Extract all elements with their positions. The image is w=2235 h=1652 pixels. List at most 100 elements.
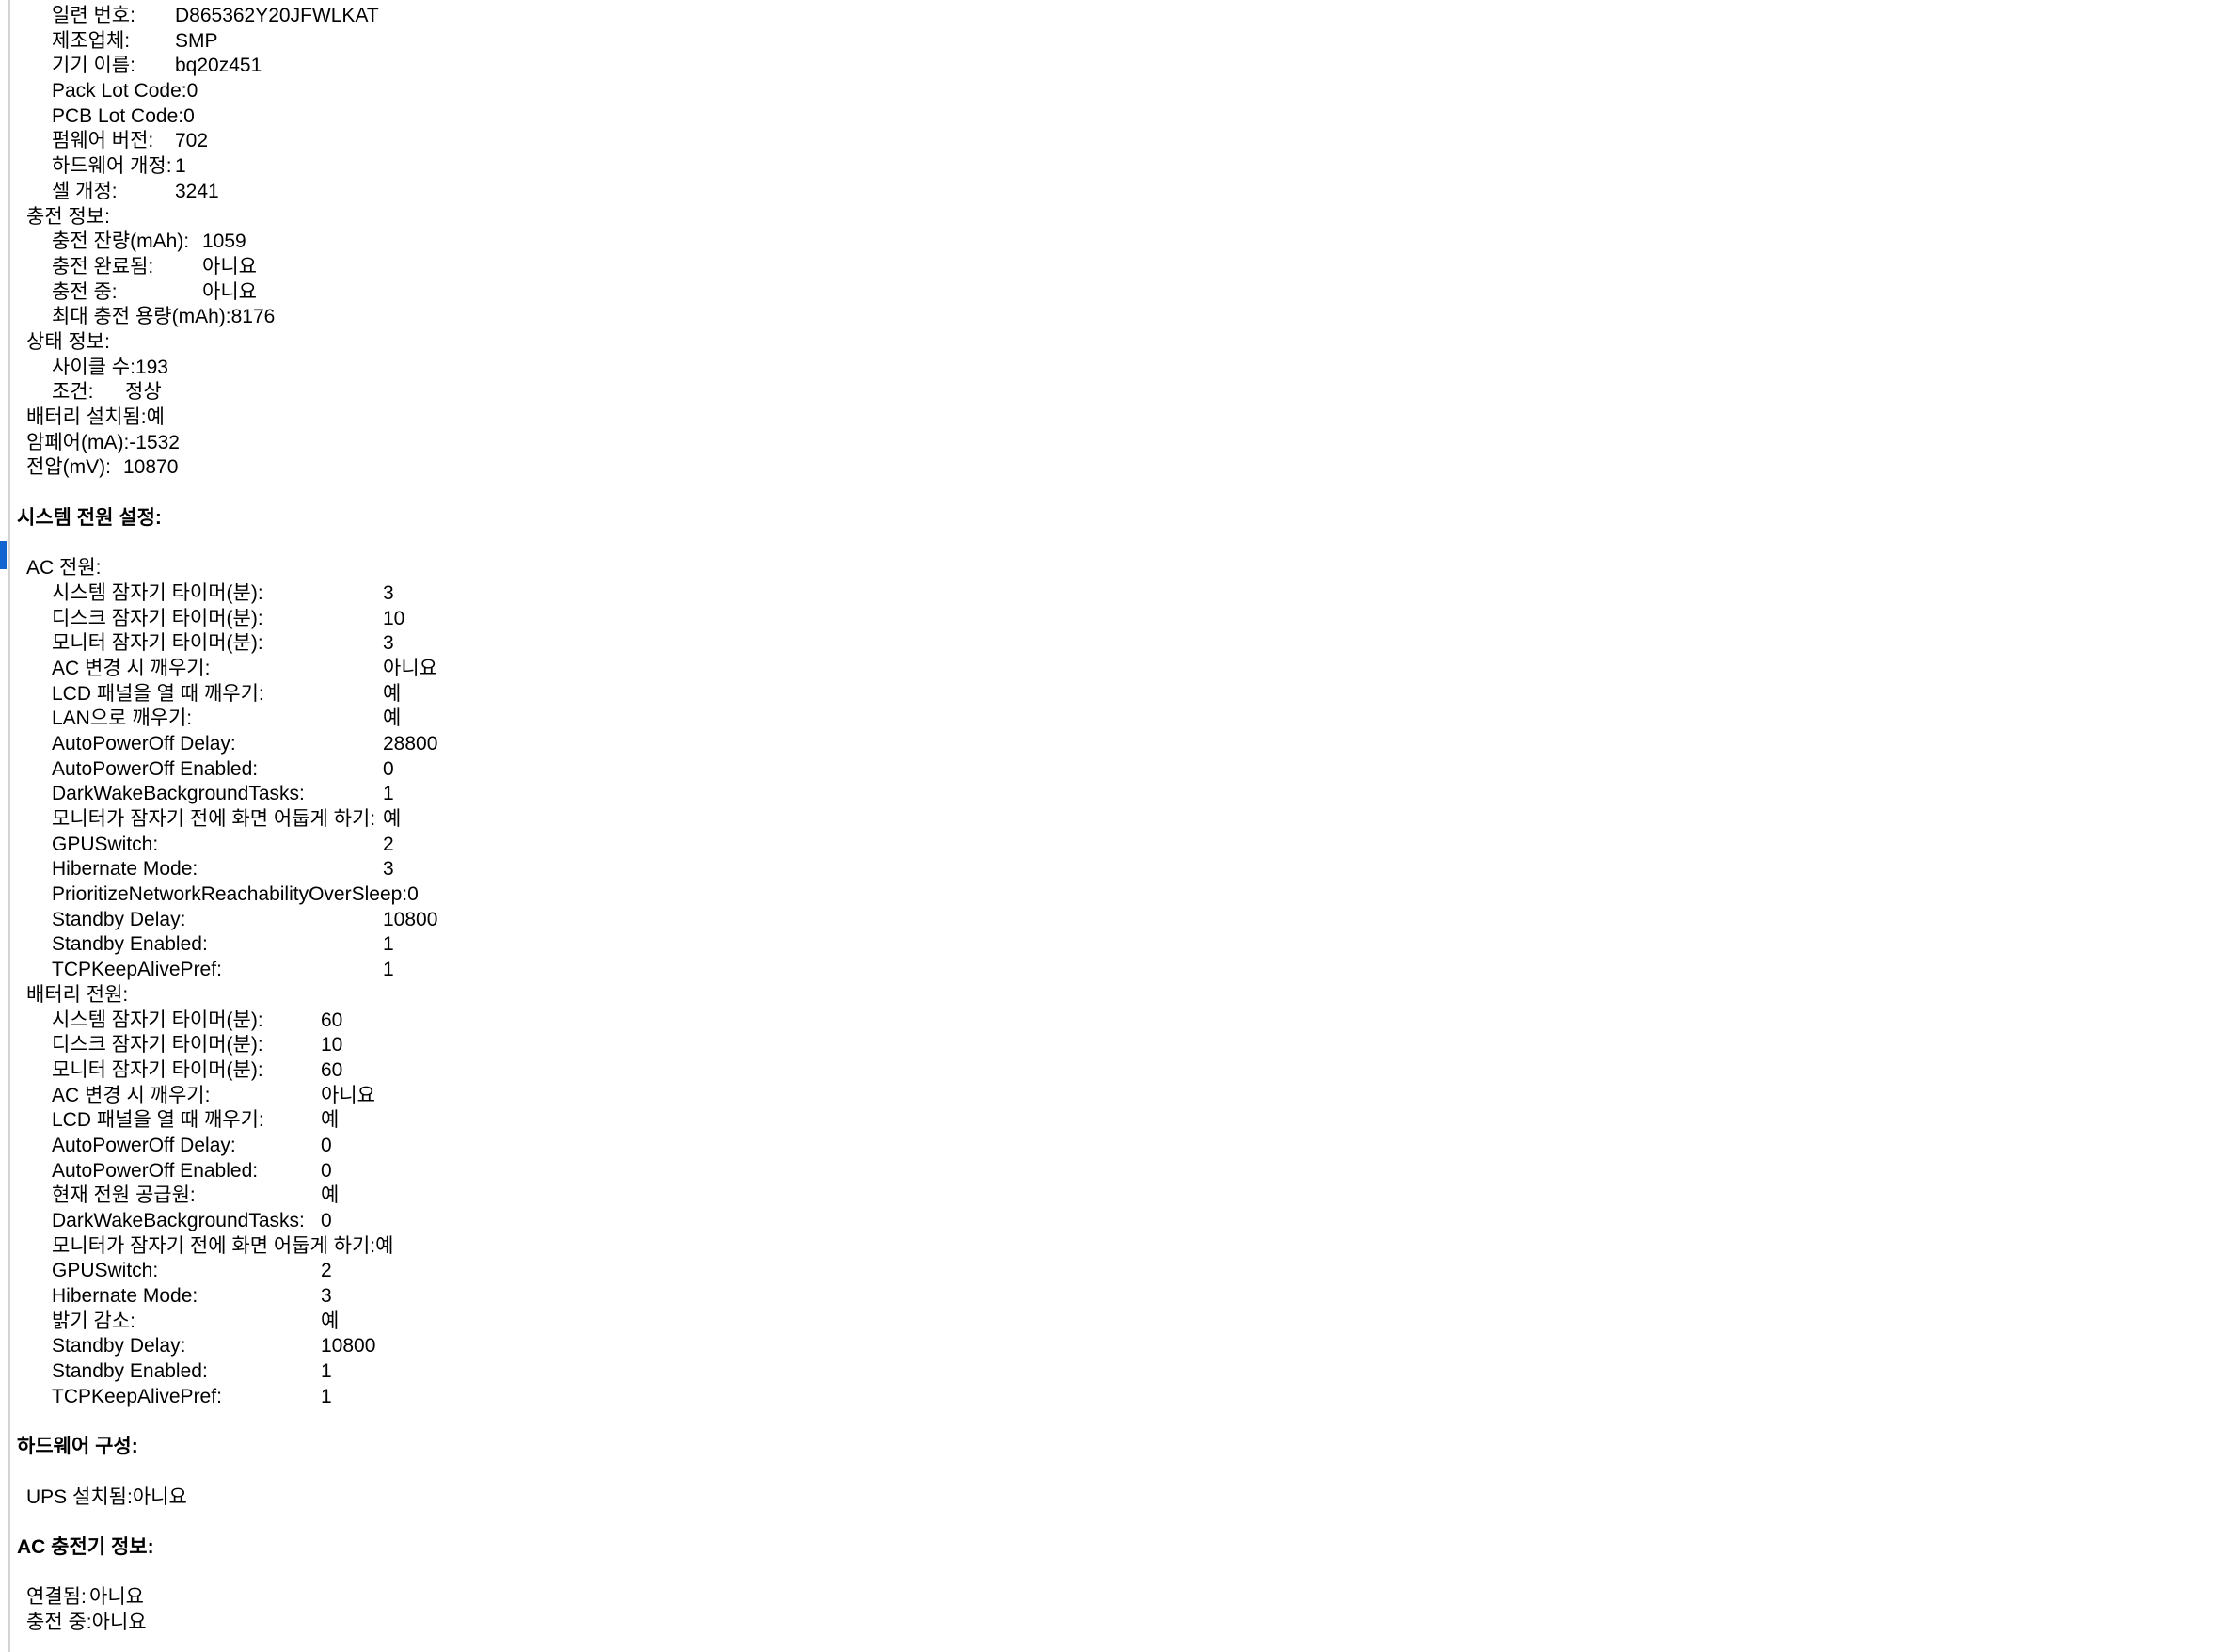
row-label: LCD 패널을 열 때 깨우기:: [52, 1109, 264, 1132]
info-row: 충전 중: 아니요: [0, 280, 2235, 306]
row-label: 제조업체:: [52, 29, 131, 52]
row-value: 0: [407, 883, 419, 906]
row-label: PCB Lot Code:: [52, 104, 184, 127]
row-label: 디스크 잠자기 타이머(분):: [52, 1034, 263, 1056]
row-value: 1: [383, 933, 394, 956]
row-value: 0: [321, 1159, 332, 1182]
row-label: 하드웨어 개정:: [52, 155, 172, 178]
row-label: 연결됨:: [26, 1586, 87, 1609]
row-value: 0: [186, 80, 198, 103]
row-label: 사이클 수:: [52, 356, 135, 378]
row-label: GPUSwitch:: [52, 833, 159, 855]
row-value: 10: [321, 1034, 343, 1056]
row-value: 예: [146, 406, 165, 428]
row-value: 10800: [383, 908, 438, 930]
row-value: 2: [321, 1260, 332, 1282]
row-value: 10800: [321, 1335, 376, 1358]
info-row: 펌웨어 버전: 702: [0, 129, 2235, 154]
info-row: AutoPowerOff Delay: 28800: [0, 732, 2235, 757]
info-row: 시스템 잠자기 타이머(분): 60: [0, 1009, 2235, 1034]
info-row: Standby Enabled: 1: [0, 1359, 2235, 1385]
row-label: Hibernate Mode:: [52, 1285, 198, 1308]
info-row: AutoPowerOff Delay: 0: [0, 1134, 2235, 1159]
row-label: TCPKeepAlivePref:: [52, 1385, 222, 1407]
info-row: 모니터가 잠자기 전에 화면 어둡게 하기:예: [0, 807, 2235, 833]
info-row: 조건: 정상: [0, 380, 2235, 405]
info-row: UPS 설치됨:아니요: [0, 1485, 2235, 1511]
info-row: Pack Lot Code:0: [0, 79, 2235, 104]
blank-line: [0, 531, 2235, 556]
info-row: Hibernate Mode: 3: [0, 857, 2235, 882]
info-row: Hibernate Mode: 3: [0, 1284, 2235, 1310]
info-row: DarkWakeBackgroundTasks: 1: [0, 782, 2235, 807]
row-label: AC 변경 시 깨우기:: [52, 657, 211, 679]
info-row: 모니터가 잠자기 전에 화면 어둡게 하기:예: [0, 1234, 2235, 1260]
group-label-text: AC 전원:: [26, 557, 102, 580]
row-value: 193: [135, 356, 168, 378]
info-row: 제조업체: SMP: [0, 29, 2235, 55]
row-value: 10: [383, 607, 405, 629]
row-label: 모니터 잠자기 타이머(분):: [52, 632, 263, 655]
info-row: 연결됨: 아니요: [0, 1585, 2235, 1611]
group-label: 배터리 전원:: [0, 983, 2235, 1009]
row-label: 충전 중:: [52, 280, 118, 303]
row-label: 배터리 설치됨:: [26, 406, 147, 428]
system-info-report-pane[interactable]: 일련 번호: D865362Y20JFWLKAT 제조업체: SMP 기기 이름: bq2…: [0, 4, 2235, 1636]
row-value: 0: [321, 1134, 332, 1156]
row-value: 아니요: [132, 1485, 187, 1508]
row-value: 1: [383, 959, 394, 981]
row-value: 정상: [125, 381, 162, 404]
info-row: 현재 전원 공급원: 예: [0, 1183, 2235, 1209]
row-value: 60: [321, 1009, 343, 1031]
row-label: DarkWakeBackgroundTasks:: [52, 783, 305, 805]
row-label: Standby Enabled:: [52, 1360, 208, 1383]
selection-indicator: [0, 541, 7, 569]
row-value: 702: [175, 130, 209, 152]
info-row: 디스크 잠자기 타이머(분): 10: [0, 1033, 2235, 1058]
row-label: DarkWakeBackgroundTasks:: [52, 1210, 305, 1231]
row-value: 0: [321, 1210, 332, 1231]
info-row: Standby Delay: 10800: [0, 1334, 2235, 1359]
section-header: 하드웨어 구성:: [0, 1435, 2235, 1460]
info-row: 사이클 수:193: [0, 356, 2235, 381]
info-row: TCPKeepAlivePref: 1: [0, 958, 2235, 983]
info-row: LCD 패널을 열 때 깨우기: 예: [0, 682, 2235, 707]
info-row: LCD 패널을 열 때 깨우기: 예: [0, 1108, 2235, 1134]
row-label: 조건:: [52, 381, 94, 404]
section-header-label: AC 충전기 정보:: [17, 1535, 154, 1558]
row-value: -1532: [129, 431, 180, 453]
row-label: UPS 설치됨:: [26, 1485, 133, 1508]
row-label: GPUSwitch:: [52, 1260, 159, 1282]
info-row: 암페어(mA):-1532: [0, 431, 2235, 456]
row-label: 전압(mV):: [26, 456, 111, 479]
row-label: AutoPowerOff Enabled:: [52, 1159, 259, 1182]
row-label: LAN으로 깨우기:: [52, 707, 193, 730]
row-value: 예: [321, 1184, 340, 1207]
row-label: 기기 이름:: [52, 55, 135, 77]
info-row: 모니터 잠자기 타이머(분): 3: [0, 631, 2235, 657]
group-label: AC 전원:: [0, 556, 2235, 581]
info-row: AutoPowerOff Enabled: 0: [0, 1159, 2235, 1184]
row-value: 28800: [383, 732, 438, 755]
row-value: 예: [383, 707, 402, 730]
row-label: 암페어(mA):: [26, 431, 130, 453]
info-row: AC 변경 시 깨우기: 아니요: [0, 657, 2235, 682]
row-value: 3: [383, 858, 394, 881]
row-label: 최대 충전 용량(mAh):: [52, 306, 231, 328]
info-row: TCPKeepAlivePref: 1: [0, 1385, 2235, 1410]
info-row: 충전 완료됨: 아니요: [0, 255, 2235, 280]
info-row: PrioritizeNetworkReachabilityOverSleep:0: [0, 882, 2235, 908]
section-header: 시스템 전원 설정:: [0, 506, 2235, 532]
row-label: 모니터 잠자기 타이머(분):: [52, 1058, 263, 1081]
row-label: AutoPowerOff Delay:: [52, 1134, 236, 1156]
row-value: 60: [321, 1058, 343, 1081]
row-value: 아니요: [89, 1586, 144, 1609]
row-label: 일련 번호:: [52, 5, 135, 26]
row-value: 10870: [123, 456, 179, 479]
section-header-label: 하드웨어 구성:: [17, 1436, 138, 1458]
info-row: 밝기 감소: 예: [0, 1310, 2235, 1335]
row-label: 디스크 잠자기 타이머(분):: [52, 607, 263, 629]
row-value: 예: [375, 1234, 394, 1257]
row-label: PrioritizeNetworkReachabilityOverSleep:: [52, 883, 408, 906]
blank-line: [0, 481, 2235, 506]
